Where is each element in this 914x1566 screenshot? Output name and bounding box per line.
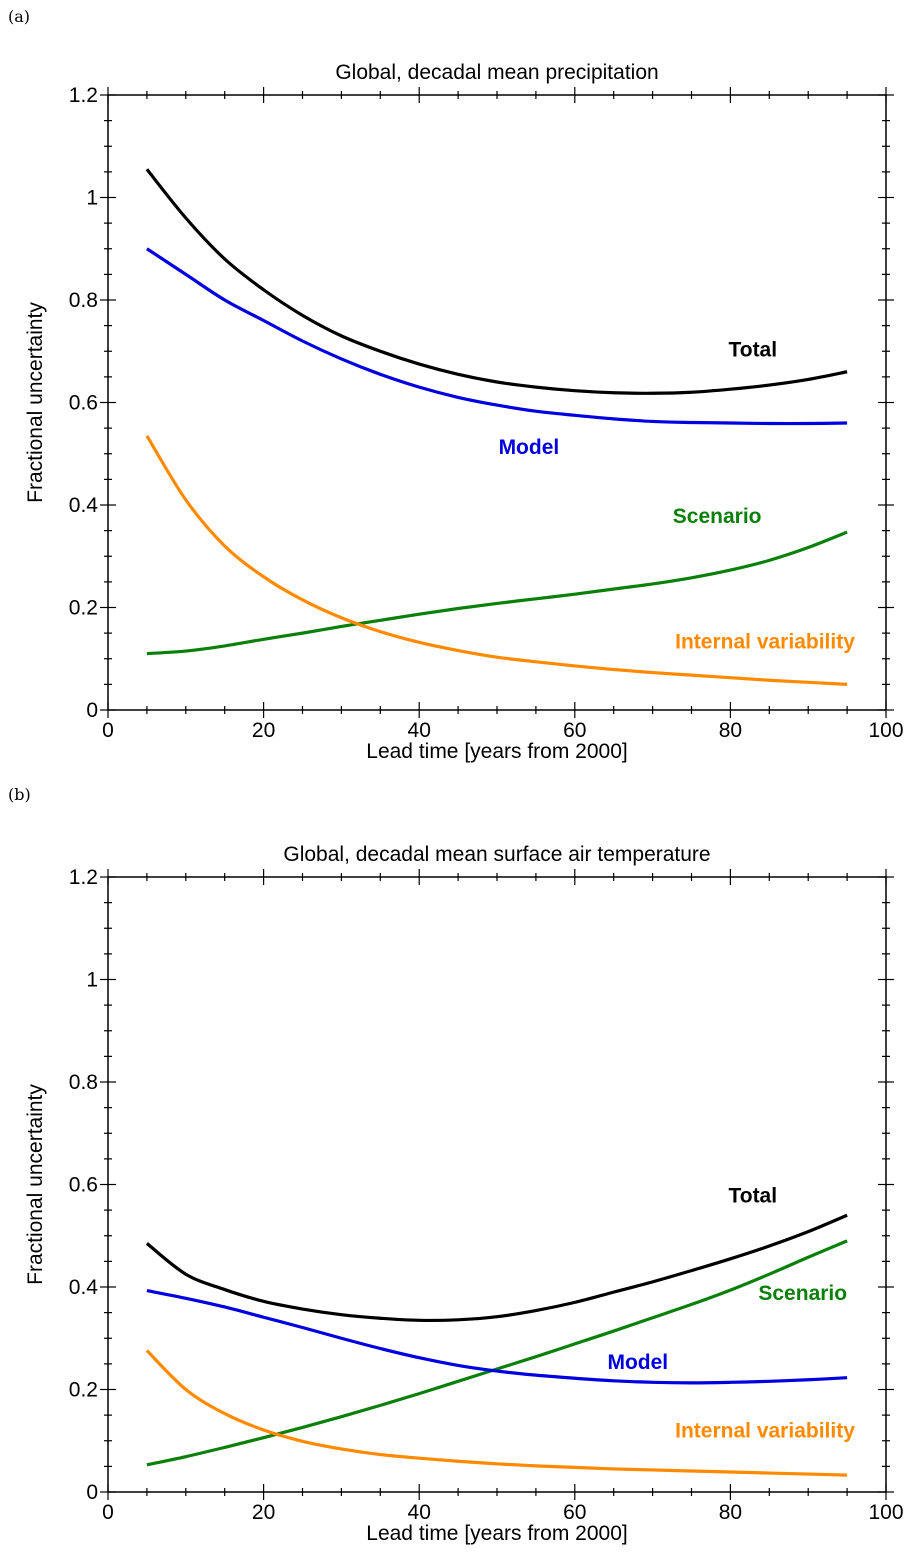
x-tick-label: 0 — [102, 1501, 114, 1524]
chart-title: Global, decadal mean precipitation — [335, 61, 658, 84]
series-label-total: Total — [728, 1184, 777, 1207]
y-tick-label: 0.6 — [69, 392, 98, 415]
x-tick-label: 0 — [102, 719, 114, 742]
y-tick-label: 0.2 — [69, 1379, 98, 1402]
series-line-model — [146, 1289, 848, 1385]
series-line-scenario — [146, 1239, 848, 1467]
series-label-model: Model — [499, 436, 560, 459]
x-tick-label: 20 — [252, 719, 275, 742]
y-axis-label: Fractional uncertainty — [24, 1084, 47, 1285]
series-line-model — [146, 247, 848, 426]
y-tick-label: 1 — [86, 187, 98, 210]
y-tick-label: 0 — [86, 1481, 98, 1504]
series-label-scenario: Scenario — [758, 1282, 847, 1305]
series-line-total — [145, 168, 848, 395]
x-tick-label: 20 — [252, 1501, 275, 1524]
y-axis-label: Fractional uncertainty — [24, 302, 47, 503]
series-line-total — [145, 1213, 848, 1323]
series-label-internal-variability: Internal variability — [675, 631, 855, 654]
series-line-internal-variability — [145, 434, 848, 686]
x-tick-label: 80 — [719, 719, 742, 742]
series-line-scenario — [146, 530, 848, 656]
x-tick-label: 80 — [719, 1501, 742, 1524]
series-label-scenario: Scenario — [673, 505, 762, 528]
y-tick-label: 1 — [86, 969, 98, 992]
x-tick-label: 100 — [868, 719, 903, 742]
y-tick-label: 0.8 — [69, 1071, 98, 1094]
x-tick-label: 60 — [563, 1501, 586, 1524]
chart-title: Global, decadal mean surface air tempera… — [283, 843, 710, 866]
series-label-total: Total — [728, 338, 777, 361]
plot-frame — [107, 94, 887, 711]
x-axis-label: Lead time [years from 2000] — [366, 1522, 627, 1545]
y-tick-label: 0.2 — [69, 597, 98, 620]
series-line-internal-variability — [145, 1349, 848, 1477]
series-label-internal-variability: Internal variability — [675, 1420, 855, 1443]
x-tick-label: 40 — [408, 1501, 431, 1524]
panel-label: (b) — [8, 785, 31, 804]
panel-label: (a) — [8, 7, 30, 26]
x-tick-label: 60 — [563, 719, 586, 742]
chart-panel-0: (a) Global, decadal mean precipitation 0 20… — [8, 7, 904, 763]
x-axis-label: Lead time [years from 2000] — [366, 740, 627, 763]
y-tick-label: 0.4 — [69, 494, 99, 517]
x-tick-label: 100 — [868, 1501, 903, 1524]
y-tick-label: 0 — [86, 699, 98, 722]
x-tick-label: 40 — [408, 719, 431, 742]
y-tick-label: 0.4 — [69, 1276, 99, 1299]
chart-panel-1: (b) Global, decadal mean surface air temp… — [8, 785, 904, 1545]
series-label-model: Model — [607, 1351, 668, 1374]
y-tick-label: 1.2 — [69, 866, 98, 889]
y-tick-label: 0.6 — [69, 1174, 98, 1197]
y-tick-label: 1.2 — [69, 84, 98, 107]
y-tick-label: 0.8 — [69, 289, 98, 312]
